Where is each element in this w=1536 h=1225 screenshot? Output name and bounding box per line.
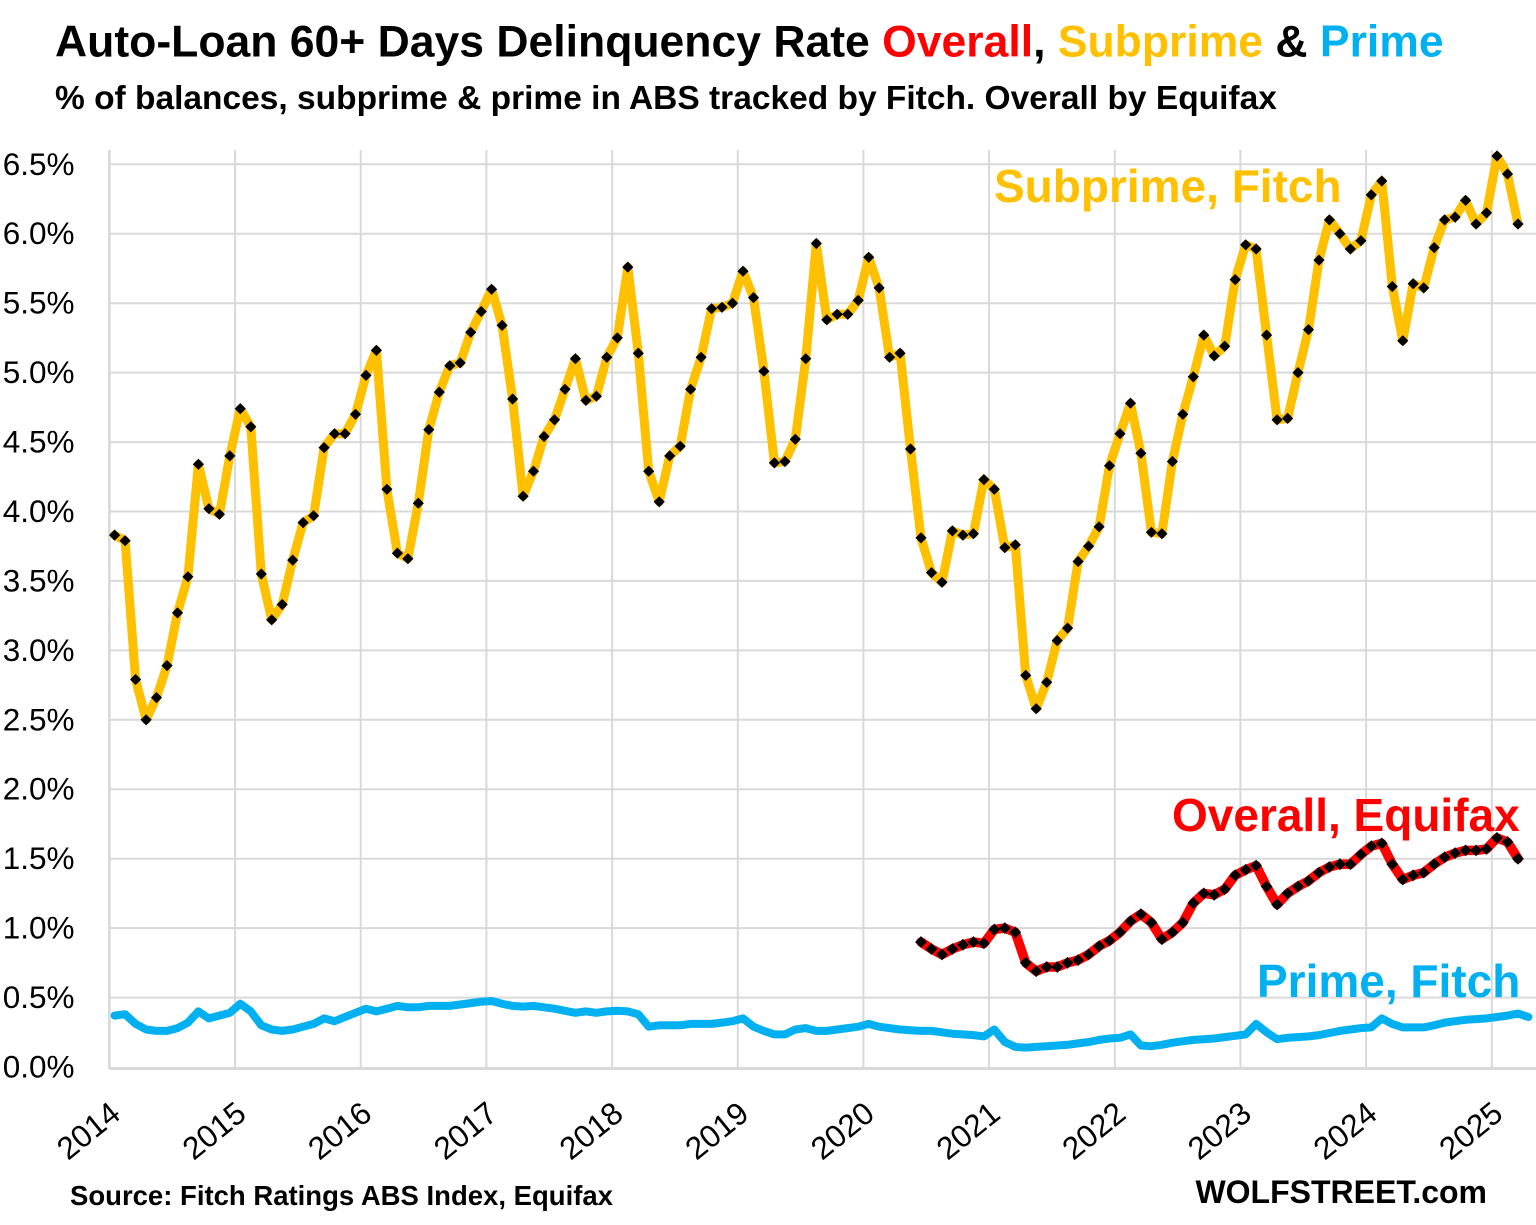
svg-text:Source: Fitch Ratings ABS Inde: Source: Fitch Ratings ABS Index, Equifax (70, 1180, 614, 1211)
svg-text:Subprime, Fitch: Subprime, Fitch (994, 160, 1342, 212)
svg-text:0.0%: 0.0% (3, 1049, 75, 1085)
svg-text:1.5%: 1.5% (3, 840, 75, 876)
svg-text:5.0%: 5.0% (3, 354, 75, 390)
svg-text:6.0%: 6.0% (3, 215, 75, 251)
svg-text:% of balances, subprime & prim: % of balances, subprime & prime in ABS t… (55, 80, 1277, 117)
svg-text:4.5%: 4.5% (3, 424, 75, 460)
svg-text:5.5%: 5.5% (3, 285, 75, 321)
svg-text:Auto-Loan 60+ Days Delinquency: Auto-Loan 60+ Days Delinquency Rate Over… (55, 18, 1444, 67)
svg-text:2.5%: 2.5% (3, 701, 75, 737)
svg-text:3.0%: 3.0% (3, 632, 75, 668)
svg-text:4.0%: 4.0% (3, 493, 75, 529)
svg-text:1.0%: 1.0% (3, 910, 75, 946)
svg-text:Prime, Fitch: Prime, Fitch (1257, 955, 1520, 1007)
svg-text:0.5%: 0.5% (3, 979, 75, 1015)
svg-text:6.5%: 6.5% (3, 146, 75, 182)
svg-text:Overall, Equifax: Overall, Equifax (1172, 789, 1520, 841)
svg-text:3.5%: 3.5% (3, 562, 75, 598)
svg-text:WOLFSTREET.com: WOLFSTREET.com (1195, 1174, 1487, 1210)
svg-text:2.0%: 2.0% (3, 771, 75, 807)
